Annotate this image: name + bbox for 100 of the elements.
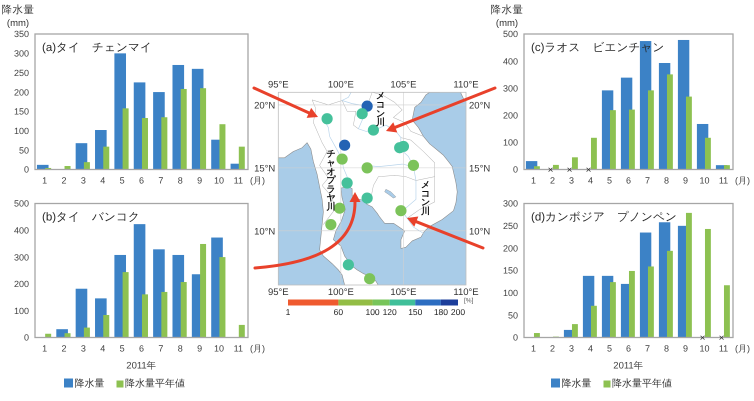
x-tick-label: 10	[214, 176, 224, 186]
x2-tick-label: 95°E	[268, 287, 289, 298]
y-tick-label: 150	[14, 106, 29, 117]
annotation: メコン川	[420, 180, 430, 216]
x-axis-title: (月)	[735, 344, 750, 354]
x-tick-label: 95°E	[268, 79, 289, 90]
x-axis-title: (月)	[250, 176, 265, 186]
x-tick-label: 1	[42, 176, 48, 186]
x-tick-label: 11	[718, 176, 728, 186]
x-tick-label: 100°E	[328, 79, 354, 90]
y-tick-label: 20°N	[254, 100, 276, 112]
color-bar-label: 100	[365, 307, 380, 317]
color-bar-label: 60	[334, 307, 344, 317]
legend-label: 降水量平年値	[125, 378, 185, 390]
x2-tick-label: 105°E	[390, 287, 416, 298]
x-tick-label: 11	[718, 344, 728, 354]
y-tick-label: 200	[14, 279, 29, 290]
y-tick-label: 500	[14, 198, 29, 209]
y-tick-label: 0	[512, 164, 518, 175]
x-tick-label: 110°E	[453, 79, 479, 90]
x-tick-label: 5	[606, 344, 612, 354]
annotation: ×	[566, 165, 573, 176]
y-tick-label: 15°N	[254, 163, 276, 174]
text: (c)ラオス ビエンチャン	[531, 41, 664, 54]
y-tick-label: 200	[502, 243, 518, 254]
x-tick-label: 2	[550, 176, 556, 186]
y-tick-label: 250	[14, 68, 29, 78]
text: (b)タイ バンコク	[42, 212, 140, 224]
y-tick-label: 0	[24, 164, 29, 175]
text: 2011年	[613, 360, 644, 372]
x-axis-title: (月)	[735, 176, 750, 186]
x-tick-label: 8	[664, 344, 670, 354]
annotation: ×	[718, 333, 725, 344]
x-tick-label: 2	[62, 344, 67, 354]
x-axis-title: (月)	[250, 344, 265, 354]
x-tick-label: 8	[178, 176, 183, 186]
x-tick-label: 9	[197, 344, 202, 354]
x-tick-label: 4	[588, 344, 594, 354]
x-tick-label: 3	[80, 176, 86, 186]
y-tick-label: 50	[18, 145, 29, 156]
annotation: ×	[586, 165, 592, 176]
x-tick-label: 2	[62, 176, 67, 186]
x-tick-label: 10	[214, 344, 224, 354]
x-tick-label: 7	[644, 176, 650, 186]
x-tick-label: 3	[568, 176, 574, 186]
x-tick-label: 7	[644, 344, 650, 354]
y-tick-label: 50	[508, 310, 518, 320]
x-tick-label: 8	[664, 176, 670, 186]
annotation: ×	[548, 165, 554, 176]
y2-tick-label: 15°N	[469, 163, 490, 174]
x-tick-label: 11	[234, 344, 243, 354]
x-tick-label: 2	[550, 344, 556, 354]
annotation: チャオプラヤ川	[325, 148, 336, 212]
y-axis-title: 降水量 (mm)	[490, 3, 524, 29]
x-tick-label: 1	[530, 176, 536, 186]
y-tick-label: 100	[502, 138, 518, 148]
x-tick-label: 7	[158, 176, 164, 186]
y-tick-label: 0	[24, 332, 29, 343]
y-tick-label: 200	[502, 110, 518, 120]
y-tick-label: 300	[502, 83, 518, 94]
color-bar-label: 1	[286, 307, 291, 317]
x-tick-label: 6	[138, 176, 144, 186]
x-tick-label: 4	[100, 176, 106, 186]
x-tick-label: 3	[80, 344, 86, 354]
y-tick-label: 350	[14, 29, 29, 40]
text: (a)タイ チェンマイ	[42, 42, 152, 54]
x-tick-label: 10	[699, 176, 710, 186]
x-tick-label: 9	[682, 344, 688, 354]
x-tick-label: 6	[626, 344, 632, 354]
x-tick-label: 9	[682, 176, 688, 186]
x-tick-label: 11	[234, 176, 243, 186]
x-tick-label: 6	[626, 176, 632, 186]
color-bar-label: 120	[382, 307, 398, 317]
y-tick-label: 300	[14, 252, 29, 262]
y-axis-title: 降水量 (mm)	[2, 3, 34, 29]
y-tick-label: 300	[14, 48, 29, 59]
x-tick-label: 1	[42, 344, 48, 354]
x-tick-label: 5	[120, 176, 125, 186]
y2-tick-label: 10°N	[469, 226, 490, 238]
color-bar-label: 180	[434, 307, 448, 317]
x-tick-label: 1	[530, 344, 536, 354]
y-tick-label: 500	[502, 29, 518, 40]
y-tick-label: 150	[502, 266, 518, 276]
y-tick-label: 250	[502, 221, 518, 232]
x-tick-label: 6	[138, 344, 144, 354]
x-tick-label: 5	[120, 344, 125, 354]
y2-tick-label: 20°N	[469, 100, 490, 112]
legend-label: 降水量平年値	[612, 378, 672, 390]
y-tick-label: 0	[512, 332, 518, 343]
x2-tick-label: 110°E	[453, 287, 479, 298]
y-tick-label: 300	[502, 198, 518, 209]
x-tick-label: 4	[100, 344, 106, 354]
x-tick-label: 7	[158, 344, 164, 354]
y-tick-label: 200	[14, 87, 29, 98]
color-bar-label: 150	[408, 307, 423, 317]
color-bar-label: 200	[450, 307, 466, 317]
x-tick-label: 10	[699, 344, 710, 354]
text: 2011年	[126, 360, 157, 372]
x-tick-label: 8	[178, 344, 183, 354]
y-tick-label: 100	[14, 306, 29, 316]
